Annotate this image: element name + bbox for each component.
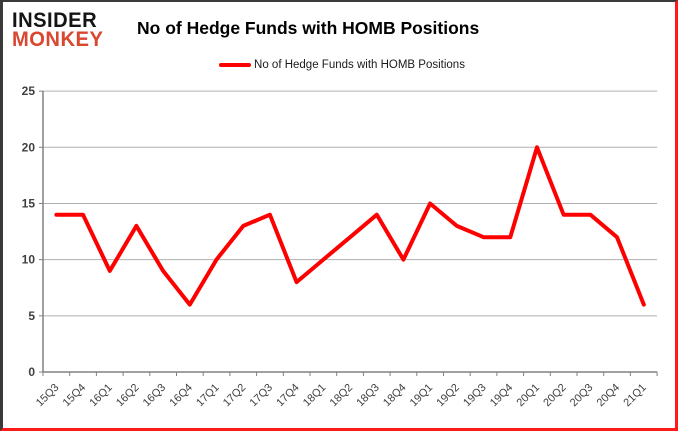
x-tick-label: 18Q2 [328,382,356,410]
x-tick-label: 19Q3 [461,382,489,410]
y-tick-label: 20 [22,140,36,154]
legend: No of Hedge Funds with HOMB Positions [3,59,675,71]
x-tick-label: 16Q2 [114,382,142,410]
x-tick-label: 18Q1 [301,382,329,410]
y-tick-label: 0 [28,365,35,379]
x-tick-label: 19Q2 [434,382,462,410]
y-tick-label: 15 [22,196,36,210]
x-tick-label: 16Q4 [167,382,195,410]
x-tick-label: 19Q4 [488,382,516,410]
x-tick-label: 20Q4 [595,382,623,410]
x-tick-label: 16Q1 [87,382,115,410]
x-tick-label: 18Q4 [381,382,409,410]
legend-line-swatch [219,63,252,67]
x-tick-label: 17Q3 [248,382,276,410]
logo-line2: MONKEY [12,28,104,52]
legend-label: No of Hedge Funds with HOMB Positions [254,59,465,71]
x-tick-label: 20Q1 [515,382,543,410]
x-tick-label: 18Q3 [354,382,382,410]
chart-title: No of Hedge Funds with HOMB Positions [137,18,480,38]
x-tick-label: 20Q3 [568,382,596,410]
logo-line1: INSIDER [12,9,98,32]
x-tick-label: 17Q4 [274,382,302,410]
y-tick-label: 10 [22,253,36,267]
data-series-line [54,145,646,307]
x-tick-label: 15Q3 [34,382,62,410]
x-tick-label: 17Q2 [221,382,249,410]
insider-monkey-logo: INSIDER MONKEY [12,9,104,52]
x-tick-label: 20Q2 [541,382,569,410]
x-tick-label: 15Q4 [61,382,89,410]
x-tick-label: 16Q3 [141,382,169,410]
x-tick-label: 17Q1 [194,382,222,410]
y-tick-label: 5 [28,309,35,323]
x-tick-label: 19Q1 [408,382,436,410]
x-tick-label: 21Q1 [621,382,649,410]
y-tick-label: 25 [22,84,36,98]
